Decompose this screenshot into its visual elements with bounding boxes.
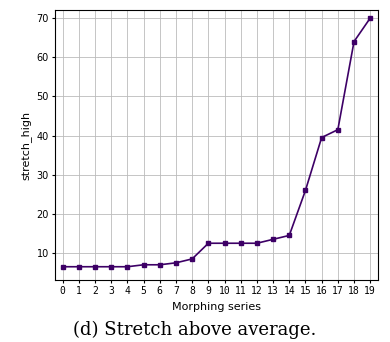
Text: (d) Stretch above average.: (d) Stretch above average.: [73, 321, 317, 339]
X-axis label: Morphing series: Morphing series: [172, 302, 261, 312]
Y-axis label: stretch_high: stretch_high: [20, 111, 31, 180]
